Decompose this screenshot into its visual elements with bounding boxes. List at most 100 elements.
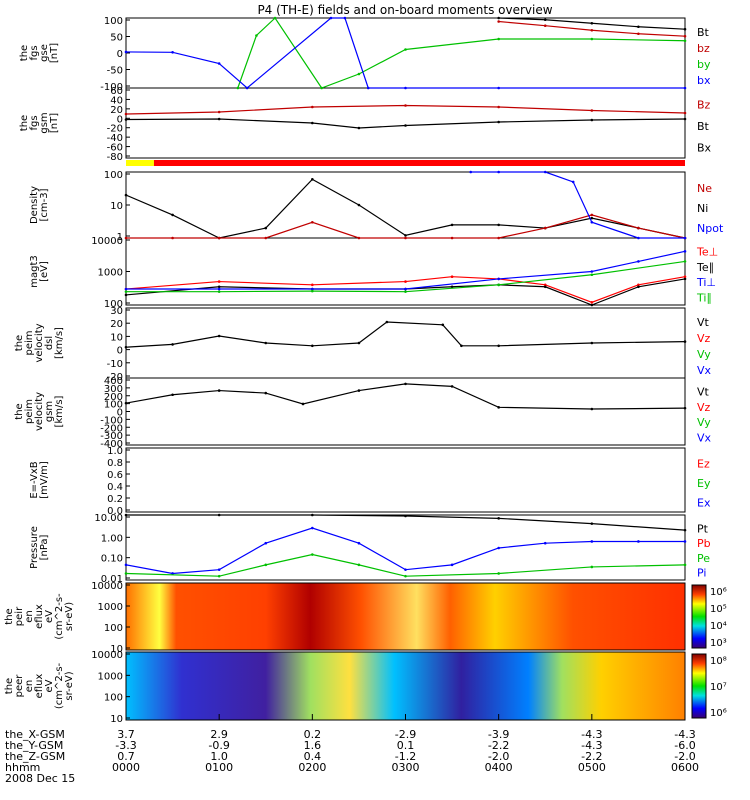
legend-entry: Ey bbox=[697, 477, 711, 490]
legend-entry: Vx bbox=[697, 431, 712, 444]
legend-entry: Vy bbox=[697, 416, 711, 429]
legend-entry: Npot bbox=[697, 222, 724, 235]
footer-value: 2.9 bbox=[210, 728, 228, 741]
series-line-bx bbox=[125, 17, 685, 89]
data-point bbox=[683, 111, 687, 115]
y-axis-label-line: fgs bbox=[29, 115, 40, 130]
data-point bbox=[637, 260, 640, 263]
data-point bbox=[497, 344, 500, 348]
colorbar-tick: 10⁶ bbox=[710, 708, 727, 719]
data-point bbox=[404, 236, 407, 240]
data-point bbox=[590, 407, 594, 411]
footer-date: 2008 Dec 15 bbox=[5, 772, 75, 785]
y-tick-label: 1000 bbox=[98, 602, 123, 613]
data-point bbox=[171, 343, 174, 346]
footer-value: 0200 bbox=[298, 761, 326, 774]
y-axis-label-line: gsm bbox=[39, 112, 50, 133]
y-tick-label: 0 bbox=[117, 49, 123, 60]
panel-4: 10000 1000 100 magt3 [eV] Te⊥ Te∥ Ti⊥ Ti∥ bbox=[29, 236, 718, 310]
data-point bbox=[497, 572, 500, 575]
data-point bbox=[124, 236, 128, 240]
y-axis-label: the peer en eflux eV (cm^2-s-sr-eV) bbox=[4, 662, 75, 709]
y-tick-label: 100 bbox=[104, 400, 123, 411]
y-axis-label-line: the bbox=[14, 335, 25, 351]
panel-9: 10000 1000 100 10 the peir en eflux eV (cm^2-s-sr… bbox=[4, 581, 727, 655]
data-point bbox=[590, 270, 594, 273]
data-point bbox=[683, 27, 687, 31]
footer-value: -4.3 bbox=[674, 728, 695, 741]
data-point bbox=[404, 280, 407, 283]
data-point bbox=[311, 220, 314, 224]
x-axis bbox=[125, 714, 686, 720]
data-point bbox=[264, 563, 268, 567]
y-axis-label-line: velocity bbox=[34, 323, 45, 362]
data-point bbox=[264, 391, 268, 395]
data-point bbox=[404, 86, 407, 90]
y-axis-label-line: [km/s] bbox=[54, 327, 65, 359]
series-line-Bx bbox=[125, 118, 686, 129]
footer-value: 1.0 bbox=[210, 750, 228, 763]
data-point bbox=[404, 290, 407, 293]
y-axis-label-line: gse bbox=[39, 44, 50, 62]
legend-entry: Bt bbox=[697, 120, 710, 133]
data-point bbox=[357, 203, 361, 207]
legend-entry: Vt bbox=[697, 386, 710, 399]
footer-value: -3.9 bbox=[488, 728, 509, 741]
data-point bbox=[343, 16, 347, 20]
data-point bbox=[404, 287, 407, 291]
y-tick-label: 0.2 bbox=[107, 494, 123, 505]
data-point bbox=[329, 16, 333, 20]
y-tick-label: 1000 bbox=[98, 671, 123, 682]
y-tick-label: 0 bbox=[117, 114, 123, 125]
y-tick-label: -10 bbox=[107, 359, 123, 370]
colorbar bbox=[691, 653, 707, 719]
y-axis-label-line: fgs bbox=[29, 45, 40, 60]
spectrogram bbox=[126, 583, 685, 650]
data-point bbox=[497, 37, 500, 41]
y-axis-label: magt3 [eV] bbox=[29, 255, 50, 288]
data-point bbox=[124, 50, 128, 54]
data-point bbox=[404, 234, 407, 237]
data-point bbox=[590, 301, 594, 304]
y-tick-label: 20 bbox=[110, 105, 123, 116]
data-point bbox=[683, 117, 687, 121]
y-axis-label-line: E=-VxB bbox=[29, 461, 40, 498]
data-point bbox=[683, 528, 687, 532]
legend-entry: Bx bbox=[697, 141, 712, 154]
data-point bbox=[543, 170, 547, 174]
data-point bbox=[590, 28, 594, 32]
y-axis-label-line: [mV/m] bbox=[39, 461, 50, 499]
data-point bbox=[357, 389, 361, 392]
y-tick-label: 10000 bbox=[91, 581, 123, 592]
data-point bbox=[171, 393, 174, 397]
data-point bbox=[124, 112, 128, 116]
y-tick-label: 10000 bbox=[91, 236, 123, 247]
y-axis-label: the fgs gse [nT] bbox=[19, 43, 60, 63]
data-point bbox=[450, 385, 454, 388]
data-point bbox=[124, 290, 128, 293]
data-point bbox=[497, 120, 500, 124]
y-axis-label-line: [cm-3] bbox=[39, 188, 50, 221]
panel-frame bbox=[125, 377, 686, 446]
data-point bbox=[590, 540, 594, 543]
legend-entry: Vy bbox=[697, 348, 711, 361]
data-point bbox=[543, 24, 547, 28]
data-point bbox=[590, 216, 594, 220]
panel-10: 10000 1000 100 10 the peer en eflux eV (cm^2-s-sr… bbox=[4, 650, 727, 725]
colorbar-tick: 10⁶ bbox=[710, 587, 727, 598]
panel-3: 100 10 1 Density [cm-3] Ne Ni Npot bbox=[29, 170, 724, 243]
footer-value: -0.9 bbox=[208, 739, 229, 752]
footer-value: 0.2 bbox=[304, 728, 322, 741]
series-line-Npot bbox=[470, 171, 685, 239]
data-point bbox=[357, 126, 361, 130]
data-point bbox=[311, 553, 314, 556]
colorbar-tick: 10⁸ bbox=[710, 656, 727, 667]
data-point bbox=[171, 51, 174, 54]
data-point bbox=[683, 34, 687, 38]
data-point bbox=[311, 344, 314, 348]
footer: the_X-GSM the_Y-GSM the_Z-GSM hhmm 2008 … bbox=[5, 728, 699, 785]
data-point bbox=[497, 236, 500, 240]
data-point bbox=[357, 341, 361, 345]
footer-value: -2.9 bbox=[395, 728, 416, 741]
